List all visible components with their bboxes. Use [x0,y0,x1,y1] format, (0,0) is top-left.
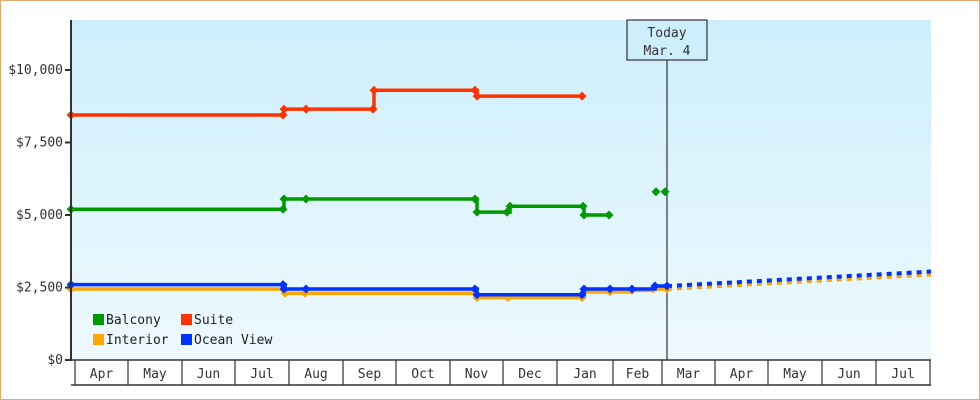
legend-item-ocean-view: Ocean View [181,333,272,348]
data-point-marker [604,210,614,220]
y-tick-label: $10,000 [8,63,63,78]
data-point-marker [279,194,289,204]
x-tick-label: Mar [677,367,701,382]
legend-swatch [93,314,104,325]
data-point-marker [472,207,482,217]
series-balcony [66,187,670,220]
axes: $0 $2,500 $5,000 $7,500 $10,000 Apr May Jun Jul A… [8,20,931,386]
series-suite [66,85,587,120]
legend-label: Balcony [106,313,161,328]
data-point-marker [660,187,670,197]
data-point-marker [662,281,672,291]
data-point-marker [605,284,615,294]
forecast-line [666,272,932,291]
legend-item-balcony: Balcony [93,313,161,328]
y-tick-label: $5,000 [16,208,63,223]
legend-swatch [181,314,192,325]
legend-label: Suite [194,313,233,328]
legend-label: Interior [106,333,169,348]
data-point-marker [278,110,288,120]
x-tick-label: May [143,367,167,382]
data-point-marker [651,187,661,197]
x-tick-label: May [783,367,807,382]
x-tick-label: Apr [730,367,754,382]
y-tick-label: $2,500 [16,281,63,296]
today-box [626,19,708,61]
today-date: Mar. 4 [644,44,691,59]
x-tick-label: Dec [518,367,541,382]
data-point-marker [301,104,311,114]
data-point-marker [650,281,660,291]
data-point-marker [472,91,482,101]
data-point-marker [369,85,379,95]
data-point-marker [505,201,515,211]
data-point-marker [578,201,588,211]
data-point-marker [579,210,589,220]
x-tick-label: Jun [837,367,860,382]
data-point-marker [368,104,378,114]
x-tick-label: Sep [358,367,382,382]
data-point-marker [579,284,589,294]
legend-label: Ocean View [194,333,272,348]
legend-item-suite: Suite [181,313,233,328]
data-point-marker [577,91,587,101]
legend: Balcony Suite Interior Ocean View [93,313,272,348]
today-label: Today [647,26,686,41]
data-point-marker [278,204,288,214]
x-tick-label: Aug [304,367,327,382]
today-marker: Today Mar. 4 [626,19,708,360]
y-tick-label: $7,500 [16,136,63,151]
data-point-marker [301,284,311,294]
plot-area [71,20,931,360]
x-tick-label: Feb [626,367,650,382]
series-layer [66,85,932,303]
x-tick-label: Apr [90,367,114,382]
x-tick-label: Nov [465,367,489,382]
x-tick-label: Jun [197,367,220,382]
data-point-marker [279,284,289,294]
data-point-marker [470,194,480,204]
x-tick-label: Jul [250,367,273,382]
x-tick-label: Jan [573,367,596,382]
x-tick-label: Jul [891,367,914,382]
x-tick-label: Oct [411,367,434,382]
data-point-marker [627,284,637,294]
y-tick-label: $0 [47,353,63,368]
forecast-line [666,269,932,289]
legend-swatch [93,334,104,345]
legend-item-interior: Interior [93,333,169,348]
data-point-marker [301,194,311,204]
legend-swatch [181,334,192,345]
data-point-marker [472,290,482,300]
series-ocean-view [66,269,932,300]
data-point-marker [279,104,289,114]
